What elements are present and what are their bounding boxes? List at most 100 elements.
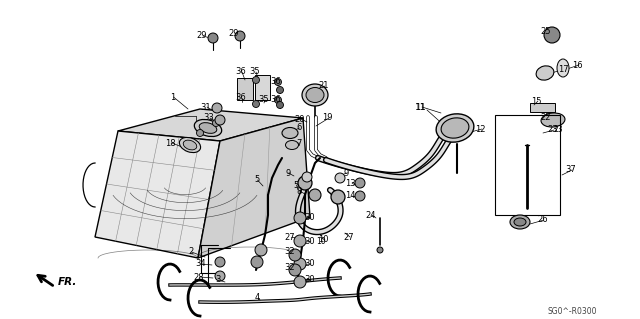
Text: 30: 30 xyxy=(304,259,315,269)
Text: 9: 9 xyxy=(343,168,348,177)
Circle shape xyxy=(309,189,321,201)
Circle shape xyxy=(251,256,263,268)
Ellipse shape xyxy=(536,66,554,80)
Circle shape xyxy=(289,264,301,276)
Text: 8: 8 xyxy=(296,187,301,196)
Ellipse shape xyxy=(282,128,298,138)
Ellipse shape xyxy=(541,113,565,127)
Text: 11: 11 xyxy=(415,102,426,112)
Polygon shape xyxy=(255,75,270,100)
Text: 13: 13 xyxy=(345,179,356,188)
Text: 4: 4 xyxy=(255,293,260,302)
Text: 32: 32 xyxy=(284,263,294,272)
Ellipse shape xyxy=(179,137,200,152)
Text: 16: 16 xyxy=(572,61,582,70)
Text: 12: 12 xyxy=(475,124,486,133)
Text: 20: 20 xyxy=(294,115,305,123)
Circle shape xyxy=(294,258,306,270)
Text: 35: 35 xyxy=(258,95,269,105)
Text: 36: 36 xyxy=(270,95,281,105)
Text: 7: 7 xyxy=(296,138,301,147)
Text: 15: 15 xyxy=(531,97,541,106)
Text: 19: 19 xyxy=(322,114,333,122)
Text: 26: 26 xyxy=(537,216,548,225)
Circle shape xyxy=(253,77,259,84)
Text: 35: 35 xyxy=(249,68,260,77)
Ellipse shape xyxy=(195,119,221,137)
Circle shape xyxy=(289,249,301,261)
Circle shape xyxy=(275,78,282,85)
Text: 30: 30 xyxy=(304,236,315,246)
Circle shape xyxy=(377,247,383,253)
Text: 23: 23 xyxy=(553,125,563,135)
Circle shape xyxy=(212,103,222,113)
Polygon shape xyxy=(95,131,220,258)
Ellipse shape xyxy=(306,87,324,102)
Ellipse shape xyxy=(514,218,526,226)
Text: 36: 36 xyxy=(235,68,246,77)
Text: FR.: FR. xyxy=(58,277,77,287)
Text: 36: 36 xyxy=(235,93,246,102)
Circle shape xyxy=(276,101,284,108)
Circle shape xyxy=(253,100,259,108)
Text: 3: 3 xyxy=(215,276,220,285)
Ellipse shape xyxy=(557,59,569,77)
Text: 5: 5 xyxy=(254,175,259,184)
Text: 36: 36 xyxy=(270,78,281,86)
Polygon shape xyxy=(198,118,310,258)
Ellipse shape xyxy=(436,114,474,142)
Circle shape xyxy=(212,120,220,127)
Text: 32: 32 xyxy=(284,248,294,256)
Circle shape xyxy=(544,27,560,43)
Circle shape xyxy=(215,115,225,125)
Text: 10: 10 xyxy=(318,235,328,244)
Circle shape xyxy=(298,176,312,190)
Text: 17: 17 xyxy=(558,64,568,73)
Text: 2: 2 xyxy=(188,248,193,256)
Text: 5: 5 xyxy=(293,181,298,189)
Circle shape xyxy=(196,130,204,137)
Bar xyxy=(495,115,560,215)
Text: 27: 27 xyxy=(343,233,354,241)
Text: 11: 11 xyxy=(415,102,426,112)
Text: 10: 10 xyxy=(316,238,326,247)
Text: 29: 29 xyxy=(196,32,207,41)
Text: 27: 27 xyxy=(284,233,294,241)
Ellipse shape xyxy=(285,140,298,150)
Polygon shape xyxy=(530,103,555,112)
Text: 29: 29 xyxy=(228,29,239,39)
Text: 9: 9 xyxy=(285,168,291,177)
Polygon shape xyxy=(118,109,303,141)
Text: 31: 31 xyxy=(200,102,211,112)
Text: 23: 23 xyxy=(547,125,557,135)
Circle shape xyxy=(208,33,218,43)
Text: 24: 24 xyxy=(365,211,376,219)
Circle shape xyxy=(302,172,312,182)
Text: 6: 6 xyxy=(296,123,301,132)
Ellipse shape xyxy=(510,215,530,229)
Text: 21: 21 xyxy=(318,81,328,91)
Circle shape xyxy=(255,244,267,256)
Text: 18: 18 xyxy=(165,138,175,147)
Circle shape xyxy=(275,97,282,103)
Circle shape xyxy=(215,271,225,281)
Polygon shape xyxy=(237,78,253,100)
Circle shape xyxy=(276,86,284,93)
Text: 37: 37 xyxy=(565,166,576,174)
Circle shape xyxy=(294,276,306,288)
Ellipse shape xyxy=(183,140,196,150)
Text: 30: 30 xyxy=(304,213,315,222)
Text: 14: 14 xyxy=(345,191,355,201)
Text: SG0^-R0300: SG0^-R0300 xyxy=(547,307,596,315)
Circle shape xyxy=(335,173,345,183)
Text: 25: 25 xyxy=(540,27,550,36)
Circle shape xyxy=(294,235,306,247)
Circle shape xyxy=(331,190,345,204)
Ellipse shape xyxy=(302,84,328,106)
Text: 22: 22 xyxy=(540,113,550,122)
Ellipse shape xyxy=(199,122,217,133)
Circle shape xyxy=(235,31,245,41)
Circle shape xyxy=(215,257,225,267)
Circle shape xyxy=(294,212,306,224)
Text: 30: 30 xyxy=(304,276,315,285)
